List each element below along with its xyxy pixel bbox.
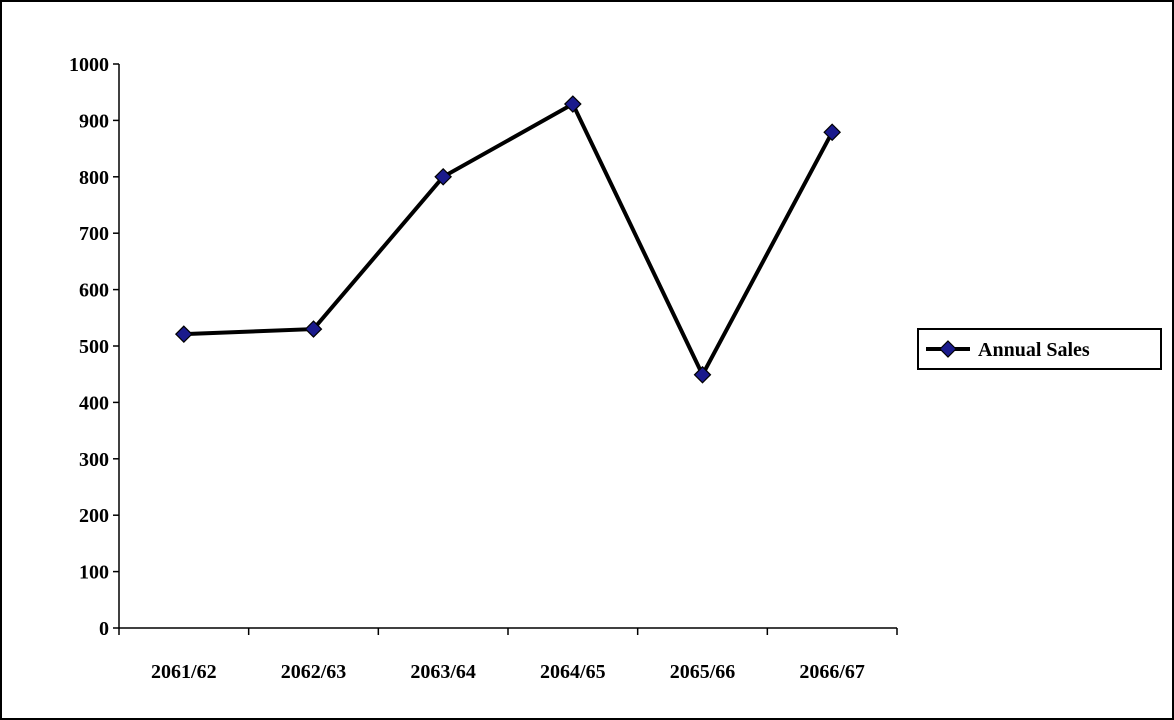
y-tick-label: 200 xyxy=(79,505,109,527)
legend: Annual Sales xyxy=(917,328,1162,370)
data-point-marker xyxy=(434,167,453,186)
data-point-marker xyxy=(823,123,842,142)
y-tick-label: 300 xyxy=(79,449,109,471)
y-tick-label: 700 xyxy=(79,223,109,245)
series-line xyxy=(183,101,834,380)
x-tick-label: 2065/66 xyxy=(670,661,736,683)
x-tick-label: 2064/65 xyxy=(540,661,606,683)
legend-label: Annual Sales xyxy=(978,339,1090,361)
data-point-marker xyxy=(693,365,712,384)
data-point-marker xyxy=(304,320,323,338)
y-tick-label: 900 xyxy=(79,110,109,132)
data-point-marker xyxy=(174,325,193,344)
y-tick-label: 600 xyxy=(79,280,109,302)
series-layer xyxy=(174,95,842,384)
axes: 0 100 200 300 400 500 600 700 800 900 1000 2061/62 2… xyxy=(69,54,898,683)
y-tick-label: 0 xyxy=(99,618,109,640)
y-tick-label: 1000 xyxy=(69,54,109,76)
data-point-marker xyxy=(563,95,582,113)
y-tick-label: 400 xyxy=(79,392,109,414)
x-tick-label: 2061/62 xyxy=(151,661,217,683)
x-tick-label: 2062/63 xyxy=(281,661,347,683)
y-tick-label: 100 xyxy=(79,562,109,584)
y-tick-label: 800 xyxy=(79,167,109,189)
x-tick-label: 2063/64 xyxy=(410,661,476,683)
y-tick-label: 500 xyxy=(79,336,109,358)
x-tick-label: 2066/67 xyxy=(799,661,865,683)
legend-marker-swatch xyxy=(939,340,957,358)
